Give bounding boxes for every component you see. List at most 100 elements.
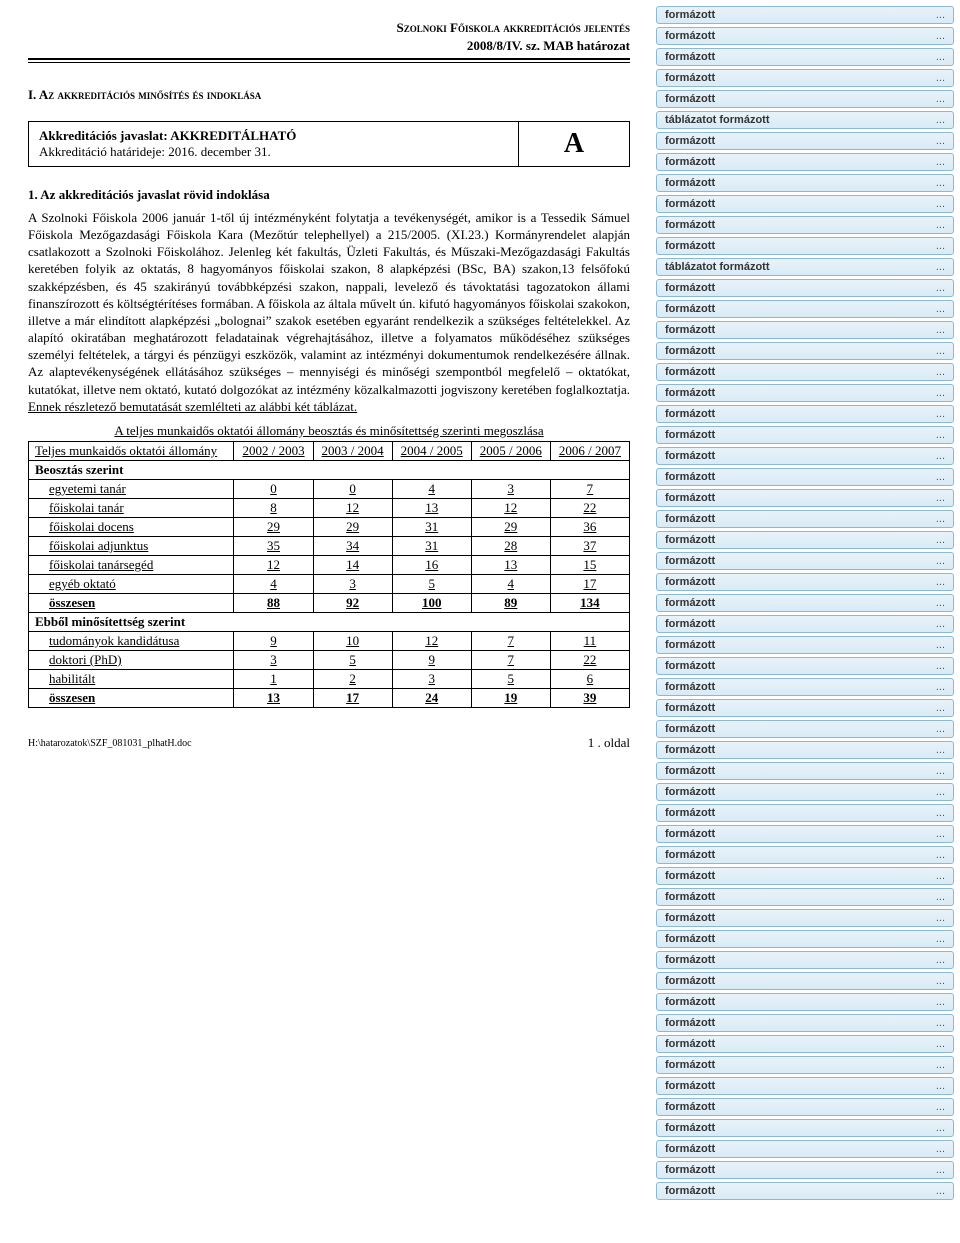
annotation-dots: ...: [936, 1080, 945, 1092]
annotation-bubble[interactable]: formázott...: [656, 1077, 954, 1095]
annotation-label: formázott: [665, 1059, 715, 1071]
table-row: doktori (PhD)359722: [29, 650, 630, 669]
annotation-bubble[interactable]: formázott...: [656, 174, 954, 192]
annotation-bubble[interactable]: formázott...: [656, 1140, 954, 1158]
annotation-bubble[interactable]: formázott...: [656, 153, 954, 171]
annotation-label: formázott: [665, 1080, 715, 1092]
annotation-bubble[interactable]: formázott...: [656, 384, 954, 402]
annotation-bubble[interactable]: formázott...: [656, 363, 954, 381]
accred-line1: Akkreditációs javaslat: AKKREDITÁLHATÓ: [39, 128, 296, 143]
annotation-bubble[interactable]: formázott...: [656, 237, 954, 255]
annotation-bubble[interactable]: formázott...: [656, 90, 954, 108]
annotation-bubble[interactable]: formázott...: [656, 762, 954, 780]
annotation-dots: ...: [936, 345, 945, 357]
annotation-bubble[interactable]: formázott...: [656, 678, 954, 696]
annotation-label: formázott: [665, 723, 715, 735]
annotation-label: formázott: [665, 534, 715, 546]
annotation-bubble[interactable]: formázott...: [656, 489, 954, 507]
annotation-dots: ...: [936, 408, 945, 420]
annotation-bubble[interactable]: formázott...: [656, 216, 954, 234]
annotation-bubble[interactable]: formázott...: [656, 1119, 954, 1137]
annotation-label: formázott: [665, 450, 715, 462]
annotation-bubble[interactable]: formázott...: [656, 69, 954, 87]
annotation-dots: ...: [936, 324, 945, 336]
annotation-bubble[interactable]: formázott...: [656, 279, 954, 297]
annotation-bubble[interactable]: formázott...: [656, 909, 954, 927]
annotation-bubble[interactable]: formázott...: [656, 1098, 954, 1116]
annotation-label: formázott: [665, 1122, 715, 1134]
col-2006: 2006 / 2007: [550, 441, 629, 460]
annotation-label: formázott: [665, 177, 715, 189]
annotation-bubble[interactable]: formázott...: [656, 867, 954, 885]
annotation-bubble[interactable]: táblázatot formázott...: [656, 258, 954, 276]
annotation-bubble[interactable]: formázott...: [656, 783, 954, 801]
annotation-bubble[interactable]: formázott...: [656, 300, 954, 318]
annotation-label: formázott: [665, 912, 715, 924]
annotation-bubble[interactable]: táblázatot formázott...: [656, 111, 954, 129]
annotation-label: formázott: [665, 408, 715, 420]
accred-line2: Akkreditáció határideje: 2016. december …: [39, 144, 271, 159]
col-2004: 2004 / 2005: [392, 441, 471, 460]
annotation-dots: ...: [936, 261, 945, 273]
annotation-bubble[interactable]: formázott...: [656, 930, 954, 948]
annotation-bubble[interactable]: formázott...: [656, 1056, 954, 1074]
annotation-bubble[interactable]: formázott...: [656, 342, 954, 360]
annotation-bubble[interactable]: formázott...: [656, 741, 954, 759]
annotation-dots: ...: [936, 996, 945, 1008]
annotation-bubble[interactable]: formázott...: [656, 951, 954, 969]
annotation-bubble[interactable]: formázott...: [656, 27, 954, 45]
col-2002: 2002 / 2003: [234, 441, 313, 460]
annotation-bubble[interactable]: formázott...: [656, 531, 954, 549]
accreditation-box: Akkreditációs javaslat: AKKREDITÁLHATÓ A…: [28, 121, 630, 167]
table-row: egyetemi tanár00437: [29, 479, 630, 498]
annotation-bubble[interactable]: formázott...: [656, 552, 954, 570]
annotation-bubble[interactable]: formázott...: [656, 573, 954, 591]
annotation-label: formázott: [665, 429, 715, 441]
annotation-bubble[interactable]: formázott...: [656, 321, 954, 339]
table-title: A teljes munkaidős oktatói állomány beos…: [28, 423, 630, 439]
annotation-bubble[interactable]: formázott...: [656, 195, 954, 213]
table-row: főiskolai docens2929312936: [29, 517, 630, 536]
annotation-dots: ...: [936, 597, 945, 609]
annotation-bubble[interactable]: formázott...: [656, 447, 954, 465]
annotation-bubble[interactable]: formázott...: [656, 1182, 954, 1200]
section-title: I. Az akkreditációs minősítés és indoklá…: [28, 87, 630, 103]
annotation-bubble[interactable]: formázott...: [656, 594, 954, 612]
annotation-bubble[interactable]: formázott...: [656, 804, 954, 822]
annotation-bubble[interactable]: formázott...: [656, 657, 954, 675]
annotation-bubble[interactable]: formázott...: [656, 510, 954, 528]
annotation-label: formázott: [665, 1017, 715, 1029]
annotation-label: formázott: [665, 744, 715, 756]
annotation-bubble[interactable]: formázott...: [656, 1014, 954, 1032]
annotation-label: formázott: [665, 1185, 715, 1197]
annotation-dots: ...: [936, 681, 945, 693]
annotation-bubble[interactable]: formázott...: [656, 1161, 954, 1179]
rule-thin: [28, 62, 630, 63]
annotation-dots: ...: [936, 765, 945, 777]
annotation-bubble[interactable]: formázott...: [656, 48, 954, 66]
annotation-bubble[interactable]: formázott...: [656, 972, 954, 990]
annotation-bubble[interactable]: formázott...: [656, 468, 954, 486]
annotation-bubble[interactable]: formázott...: [656, 825, 954, 843]
annotation-bubble[interactable]: formázott...: [656, 426, 954, 444]
annotation-label: formázott: [665, 933, 715, 945]
annotation-dots: ...: [936, 1038, 945, 1050]
annotation-bubble[interactable]: formázott...: [656, 888, 954, 906]
annotation-bubble[interactable]: formázott...: [656, 993, 954, 1011]
annotation-bubble[interactable]: formázott...: [656, 6, 954, 24]
annotation-bubble[interactable]: formázott...: [656, 636, 954, 654]
annotation-label: formázott: [665, 555, 715, 567]
annotation-label: formázott: [665, 303, 715, 315]
annotation-bubble[interactable]: formázott...: [656, 720, 954, 738]
annotation-bubble[interactable]: formázott...: [656, 699, 954, 717]
annotation-bubble[interactable]: formázott...: [656, 846, 954, 864]
annotation-bubble[interactable]: formázott...: [656, 615, 954, 633]
annotation-bubble[interactable]: formázott...: [656, 1035, 954, 1053]
doc-header-line2: 2008/8/IV. sz. MAB határozat: [28, 38, 630, 54]
annotation-dots: ...: [936, 702, 945, 714]
annotation-bubble[interactable]: formázott...: [656, 405, 954, 423]
annotation-bubble[interactable]: formázott...: [656, 132, 954, 150]
annotation-label: formázott: [665, 1038, 715, 1050]
staff-table: Teljes munkaidős oktatói állomány 2002 /…: [28, 441, 630, 708]
table-row: tudományok kandidátusa91012711: [29, 631, 630, 650]
